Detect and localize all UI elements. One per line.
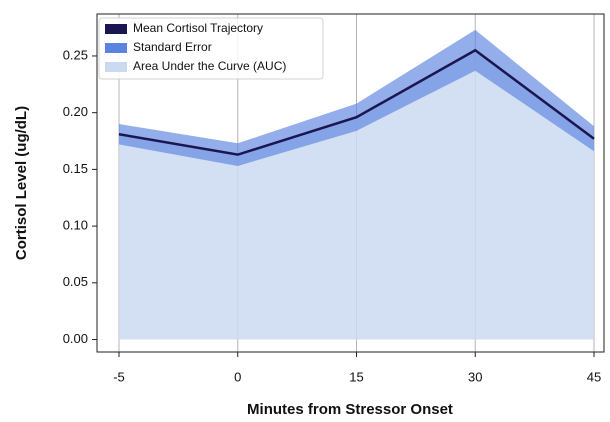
legend-swatch	[105, 43, 127, 53]
legend-swatch	[105, 24, 127, 34]
plot-frame	[96, 13, 605, 353]
x-tick-label: -5	[113, 369, 125, 384]
y-axis-label: Cortisol Level (ug/dL)	[13, 106, 30, 260]
x-axis-label: Minutes from Stressor Onset	[247, 401, 453, 418]
x-tick-label: 0	[234, 369, 241, 384]
y-tick-label: 0.05	[63, 274, 88, 289]
error-band	[119, 29, 594, 166]
legend-label: Area Under the Curve (AUC)	[133, 59, 286, 73]
y-tick-label: 0.20	[63, 104, 88, 119]
legend-label: Mean Cortisol Trajectory	[133, 21, 263, 35]
y-tick-label: 0.00	[63, 331, 88, 346]
y-tick-label: 0.15	[63, 161, 88, 176]
legend-label: Standard Error	[133, 40, 212, 54]
x-tick-label: 15	[349, 369, 363, 384]
x-tick-label: 30	[468, 369, 482, 384]
y-tick-label: 0.10	[63, 218, 88, 233]
auc-area	[119, 50, 594, 340]
legend-swatch	[105, 62, 127, 72]
legend-box	[98, 17, 324, 80]
x-tick-label: 45	[587, 369, 601, 384]
line	[118, 48, 595, 156]
y-tick-label: 0.25	[63, 47, 88, 62]
